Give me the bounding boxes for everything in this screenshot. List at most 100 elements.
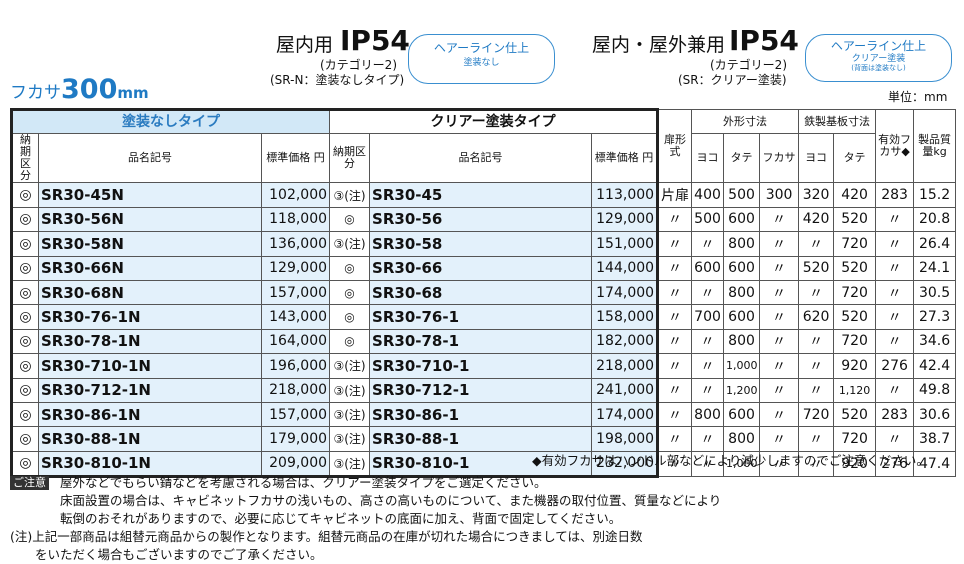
cell: 〃 <box>798 450 835 478</box>
price: 136,000 <box>260 231 331 257</box>
cell: 920 <box>833 450 877 478</box>
cell: 24.1 <box>913 255 957 281</box>
product-code: SR30-78-1 <box>369 328 593 355</box>
product-code: SR30-58N <box>38 231 262 257</box>
depth-label: フカサ <box>10 83 61 103</box>
left-type: (SR-N：塗装なしタイプ) <box>270 73 405 87</box>
cell: 〃 <box>875 328 915 355</box>
notes: ご注意 屋外などでもらい錆などを考慮される場合は、クリアー塗装タイプをご選定くだ… <box>10 474 960 564</box>
cell: 520 <box>833 304 877 330</box>
cell: 〃 <box>759 328 800 355</box>
cell: 42.4 <box>913 353 957 379</box>
price: 209,000 <box>260 450 331 479</box>
price: 218,000 <box>591 353 660 379</box>
cell: 520 <box>833 206 877 233</box>
price: 196,000 <box>260 353 331 379</box>
cell: 〃 <box>657 255 693 281</box>
product-code: SR30-88-1 <box>369 426 593 452</box>
table-row: ◎ SR30-810-1N 209,000 ③(注) SR30-810-1 232,000… <box>10 450 957 479</box>
cell: 520 <box>798 255 835 281</box>
cell: 〃 <box>657 401 693 428</box>
badge-sub: 塗装なし <box>463 58 500 68</box>
cell: 30.5 <box>913 279 957 306</box>
price: 174,000 <box>591 279 660 306</box>
column-header: 標準価格 円 <box>591 133 660 184</box>
product-code: SR30-68N <box>38 279 262 306</box>
cell: ③(注) <box>329 377 371 403</box>
cell: 720 <box>833 279 877 306</box>
cell: 420 <box>798 206 835 233</box>
price: 143,000 <box>260 304 331 330</box>
price: 232,000 <box>591 450 660 479</box>
cell: 720 <box>833 426 877 452</box>
cell: 38.7 <box>913 426 957 452</box>
column-header: 標準価格 円 <box>260 133 331 184</box>
price: 174,000 <box>591 401 660 428</box>
cell: 片扉 <box>657 182 693 208</box>
column-header: ヨコ <box>691 133 725 184</box>
cell: 〃 <box>798 328 835 355</box>
product-table: 塗装なしタイプ クリアー塗装タイプ 扉形式 外形寸法 鉄製基板寸法 有効フカサ◆… <box>9 107 957 479</box>
product-code: SR30-86-1N <box>38 401 262 428</box>
cell: 〃 <box>657 304 693 330</box>
cell: 720 <box>798 401 835 428</box>
notes-label: ご注意 <box>10 476 49 490</box>
cell: ◎ <box>10 426 39 452</box>
left-rating: IP54 <box>340 24 410 57</box>
cell: 49.8 <box>913 377 957 403</box>
price: 118,000 <box>260 206 331 233</box>
depth-value: 300 <box>61 74 118 105</box>
group-header: 外形寸法 <box>691 108 800 135</box>
price: 241,000 <box>591 377 660 403</box>
product-code: SR30-712-1 <box>369 377 593 403</box>
unit: 単位：mm <box>888 90 948 104</box>
cell: 26.4 <box>913 231 957 257</box>
table-row: ◎ SR30-68N 157,000 ◎ SR30-68 174,000 〃〃 800 〃〃 72… <box>10 279 957 306</box>
table-row: ◎ SR30-712-1N 218,000 ③(注) SR30-712-1 241,000… <box>10 377 957 403</box>
cell: 〃 <box>759 401 800 428</box>
cell: ◎ <box>10 328 39 355</box>
cell: 720 <box>833 231 877 257</box>
note-line: 床面設置の場合は、キャビネットフカサの浅いもの、高さの高いものについて、また機器… <box>60 493 722 508</box>
cell: 600 <box>691 255 725 281</box>
cell: ◎ <box>10 377 39 403</box>
price: 129,000 <box>591 206 660 233</box>
cell: 〃 <box>657 377 693 403</box>
price: 218,000 <box>260 377 331 403</box>
cell: ◎ <box>329 328 371 355</box>
right-type: (SR：クリアー塗装) <box>678 73 787 87</box>
cell: ◎ <box>329 304 371 330</box>
cell: 27.3 <box>913 304 957 330</box>
cell: ◎ <box>329 206 371 233</box>
price: 182,000 <box>591 328 660 355</box>
group-header: 製品質量kg <box>913 108 957 184</box>
cell: ◎ <box>10 304 39 330</box>
cell: 276 <box>875 353 915 379</box>
column-header: ヨコ <box>798 133 835 184</box>
table-row: ◎ SR30-76-1N 143,000 ◎ SR30-76-1 158,000 〃 700 6… <box>10 304 957 330</box>
cell: 420 <box>833 182 877 208</box>
cell: 400 <box>691 182 725 208</box>
cell: 〃 <box>759 255 800 281</box>
cell: 700 <box>691 304 725 330</box>
cell: 〃 <box>691 231 725 257</box>
cell: ③(注) <box>329 401 371 428</box>
column-header: 納期区分 <box>329 133 371 184</box>
price: 129,000 <box>260 255 331 281</box>
product-code: SR30-66 <box>369 255 593 281</box>
cell: 1,120 <box>833 377 877 403</box>
product-code: SR30-78-1N <box>38 328 262 355</box>
cell: 〃 <box>759 426 800 452</box>
cell: 〃 <box>657 231 693 257</box>
price: 198,000 <box>591 426 660 452</box>
price: 113,000 <box>591 182 660 208</box>
right-rating: IP54 <box>729 24 799 57</box>
group-header: 有効フカサ◆ <box>875 108 915 184</box>
cell: ③(注) <box>329 426 371 452</box>
note-line: (注)上記一部商品は組替元商品からの製作となります。組替元商品の在庫が切れた場合… <box>10 529 643 544</box>
cell: 920 <box>833 353 877 379</box>
product-code: SR30-58 <box>369 231 593 257</box>
cell: 〃 <box>798 279 835 306</box>
badge-sub: クリアー塗装 <box>851 54 906 64</box>
